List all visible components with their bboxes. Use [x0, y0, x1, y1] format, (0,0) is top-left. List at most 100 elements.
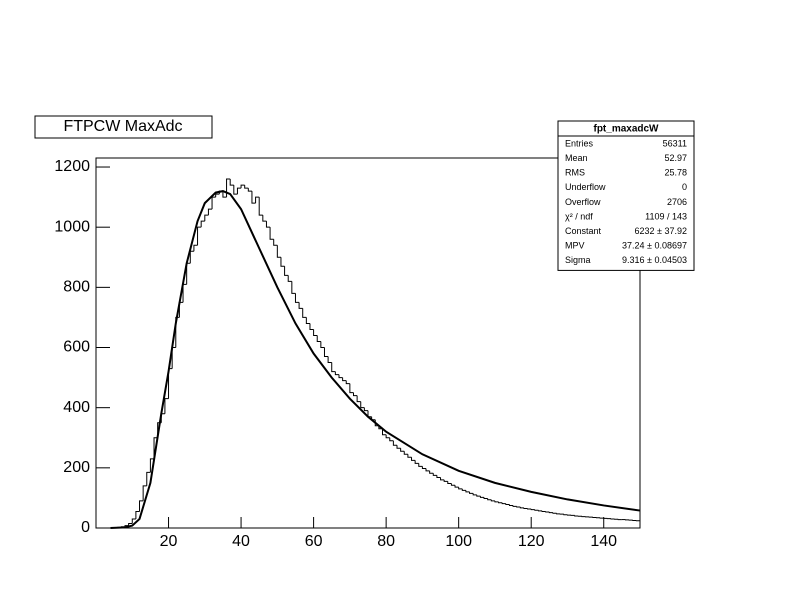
stats-value: 1109 / 143 — [645, 211, 687, 221]
histogram-bin — [367, 410, 372, 418]
stats-label: Sigma — [565, 255, 591, 265]
x-tick-label: 100 — [445, 533, 472, 550]
histogram-bin — [200, 220, 205, 228]
histogram-bin — [273, 239, 278, 246]
histogram-bin — [197, 226, 202, 246]
histogram-bin — [327, 356, 332, 364]
title-box — [34, 115, 213, 139]
histogram-bin — [305, 317, 310, 324]
histogram-bin — [298, 302, 303, 309]
histogram-bin — [392, 440, 398, 446]
histogram-bin — [461, 488, 466, 491]
histogram-bin — [284, 266, 289, 276]
histogram-bin — [498, 501, 503, 504]
y-tick-label: 800 — [63, 279, 90, 296]
stats-value: 9.316 ± 0.04503 — [622, 255, 687, 265]
histogram-bin — [505, 503, 510, 506]
x-tick-label: 120 — [518, 533, 545, 550]
y-tick-label: 400 — [63, 399, 90, 416]
histogram-bin — [385, 434, 390, 439]
histogram-bin — [352, 392, 358, 397]
stats-title: fpt_maxadcW — [593, 124, 659, 135]
histogram-bin — [483, 497, 488, 500]
histogram-bin — [363, 407, 368, 412]
histogram-bin — [552, 512, 557, 514]
histogram-bin — [556, 513, 561, 515]
histogram-bin — [287, 275, 292, 282]
histogram-bin — [342, 377, 347, 382]
y-tick-label: 1200 — [54, 158, 90, 175]
histogram-bin — [436, 475, 441, 478]
histogram-bin — [302, 308, 307, 318]
fit-curve — [110, 190, 641, 529]
histogram-bin — [527, 508, 532, 510]
histogram-bin — [291, 281, 296, 294]
histogram-bin — [240, 184, 245, 189]
histogram-bin — [400, 448, 405, 452]
histogram-bin — [175, 316, 180, 348]
histogram-bin — [251, 191, 256, 204]
histogram-bin — [309, 323, 314, 330]
stats-box — [557, 120, 695, 271]
stats-value: 25.78 — [664, 168, 687, 178]
histogram-bin — [247, 188, 252, 192]
histogram-bin — [236, 187, 242, 195]
histogram-bin — [320, 341, 325, 349]
histogram-bin — [280, 257, 285, 267]
histogram-bin — [334, 371, 339, 376]
histogram-bin — [508, 504, 514, 506]
histogram-bin — [450, 483, 456, 486]
histogram-bin — [537, 510, 543, 512]
histogram-bin — [146, 471, 151, 486]
stats-label: Constant — [565, 226, 602, 236]
histogram-bin — [469, 491, 474, 494]
stats-label: Overflow — [565, 197, 601, 207]
histogram-bin — [443, 479, 448, 482]
y-tick-label: 1000 — [54, 218, 90, 235]
histogram-bin — [131, 518, 136, 524]
stats-label: Underflow — [565, 182, 606, 192]
histogram-bin — [262, 215, 267, 222]
histogram-bin — [414, 460, 419, 464]
histogram-bin — [182, 283, 187, 303]
histogram-bin — [207, 208, 213, 216]
histogram-bin — [226, 178, 231, 198]
stats-label: Mean — [565, 153, 588, 163]
histogram-bin — [255, 196, 260, 204]
histogram-bin — [432, 473, 437, 476]
histogram-bin — [429, 470, 434, 474]
histogram-bin — [425, 468, 430, 472]
histogram-bin — [149, 458, 155, 473]
stats-value: 37.24 ± 0.08697 — [622, 241, 687, 251]
histogram-bin — [153, 437, 158, 459]
histogram-bin — [244, 185, 249, 189]
stats-value: 0 — [682, 182, 687, 192]
stats-label: Entries — [565, 138, 594, 148]
histogram-bin — [265, 221, 271, 228]
y-tick-label: 200 — [63, 459, 90, 476]
histogram-bin — [472, 493, 477, 496]
histogram-bin — [345, 380, 350, 385]
histogram-bin — [215, 193, 220, 198]
histogram-bin — [258, 197, 263, 216]
x-tick-label: 20 — [160, 533, 178, 550]
histogram-bin — [356, 395, 361, 403]
stats-label: MPV — [565, 241, 585, 251]
histogram-bin — [211, 196, 216, 210]
histogram-bin — [229, 179, 234, 186]
x-tick-label: 140 — [590, 533, 617, 550]
histogram-bin — [454, 485, 459, 488]
stats-label: χ² / ndf — [565, 211, 593, 221]
histogram-bin — [447, 481, 452, 484]
x-tick-label: 60 — [305, 533, 323, 550]
histogram-bin — [204, 214, 209, 222]
histogram-bin — [389, 437, 394, 442]
histogram-bin — [316, 335, 321, 342]
histogram-bin — [487, 498, 492, 501]
x-tick-label: 80 — [377, 533, 395, 550]
histogram-bin — [233, 185, 238, 195]
histogram-bin — [382, 428, 387, 436]
histogram-bin — [411, 457, 416, 461]
